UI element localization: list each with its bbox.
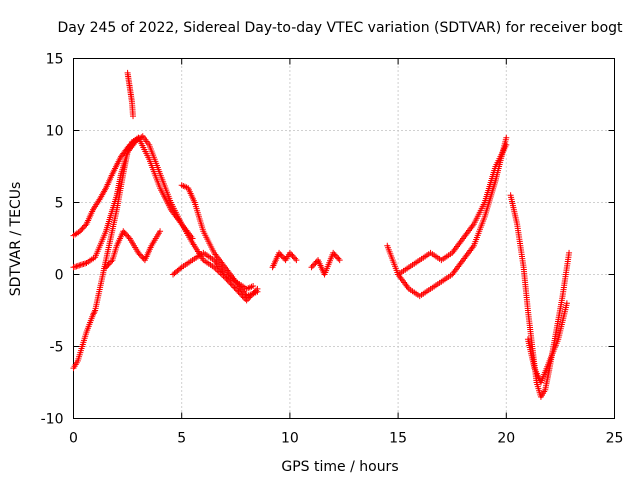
data-point [312, 259, 319, 266]
data-point [330, 249, 337, 256]
data-point [108, 258, 115, 265]
data-point [120, 228, 127, 235]
data-point [76, 228, 83, 235]
data-point [122, 231, 129, 238]
series-trace-11 [395, 134, 510, 300]
data-point [332, 252, 339, 259]
data-point [277, 251, 284, 258]
data-point [89, 311, 96, 318]
data-point [79, 225, 86, 232]
data-point [290, 254, 297, 261]
x-tick-label: 0 [69, 431, 78, 447]
data-point [232, 285, 239, 292]
data-point [311, 261, 318, 268]
x-axis-label: GPS time / hours [281, 459, 398, 475]
axis-ticks [73, 58, 615, 419]
data-point [157, 228, 164, 235]
data-point [91, 308, 98, 315]
series-trace-2 [70, 133, 261, 304]
data-point [331, 251, 338, 258]
data-point [309, 262, 316, 269]
data-point [254, 288, 261, 295]
data-point [105, 261, 112, 268]
data-point [130, 113, 137, 120]
series-trace-5 [124, 69, 137, 120]
y-axis-label: SDTVAR / TECUs [8, 182, 24, 297]
data-point [124, 232, 131, 239]
data-point [289, 252, 296, 259]
x-tick-label: 5 [177, 431, 186, 447]
data-point [276, 249, 283, 256]
data-point [125, 234, 132, 241]
data-point [80, 223, 87, 230]
data-point [177, 265, 184, 272]
data-point [503, 134, 510, 141]
y-tick-label: 0 [55, 268, 64, 284]
series-trace-9 [308, 249, 343, 278]
data-point [82, 222, 89, 229]
data-point [286, 249, 293, 256]
data-point [106, 259, 113, 266]
data-point [293, 257, 300, 264]
series-trace-7 [170, 249, 257, 292]
x-tick-label: 10 [281, 431, 299, 447]
y-tick-label: 10 [46, 124, 64, 140]
data-point [135, 249, 142, 256]
series-trace-8 [269, 249, 300, 271]
data-point [278, 252, 285, 259]
chart-title: Day 245 of 2022, Sidereal Day-to-day VTE… [57, 20, 623, 36]
data-point [104, 262, 111, 269]
data-point [230, 283, 237, 290]
data-point [563, 300, 570, 307]
data-point [228, 281, 235, 288]
y-tick-label: 5 [55, 196, 64, 212]
data-point [138, 252, 145, 259]
data-point [189, 235, 196, 242]
data-point [308, 264, 315, 271]
data-point [335, 255, 342, 262]
data-points [70, 69, 573, 400]
data-point [231, 284, 238, 291]
data-point [279, 254, 286, 261]
data-point [102, 264, 109, 271]
series-trace-3 [70, 134, 196, 271]
data-point [566, 249, 573, 256]
x-tick-label: 20 [497, 431, 515, 447]
y-tick-label: -5 [50, 340, 64, 356]
data-point [136, 251, 143, 258]
data-point [78, 226, 85, 233]
data-point [139, 254, 146, 261]
data-point [90, 310, 97, 317]
data-point [250, 283, 257, 290]
data-point [288, 251, 295, 258]
y-tick-label: 15 [46, 52, 64, 68]
series-trace-12 [507, 192, 573, 400]
data-point [121, 229, 128, 236]
y-tick-label: -10 [41, 412, 64, 428]
data-point [227, 280, 234, 287]
tick-labels: 0 5 10 15 20 25 -10 -5 0 5 10 15 [41, 52, 624, 447]
series-trace-4 [102, 228, 164, 271]
series-trace-13 [524, 300, 570, 386]
data-point [292, 255, 299, 262]
data-point [336, 257, 343, 264]
x-tick-label: 15 [389, 431, 407, 447]
grid-lines [73, 58, 615, 419]
x-tick-label: 25 [606, 431, 624, 447]
data-point [334, 254, 341, 261]
data-point [234, 287, 241, 294]
